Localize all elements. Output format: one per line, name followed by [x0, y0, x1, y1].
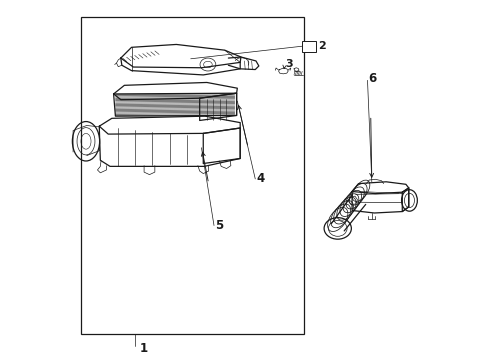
Text: 3: 3: [285, 59, 292, 69]
Bar: [301, 41, 315, 51]
Text: 5: 5: [214, 219, 223, 232]
Text: 1: 1: [139, 342, 147, 355]
Text: 6: 6: [367, 72, 376, 85]
Text: 2: 2: [317, 41, 325, 51]
Bar: [81, 17, 303, 334]
Text: 4: 4: [255, 172, 264, 185]
